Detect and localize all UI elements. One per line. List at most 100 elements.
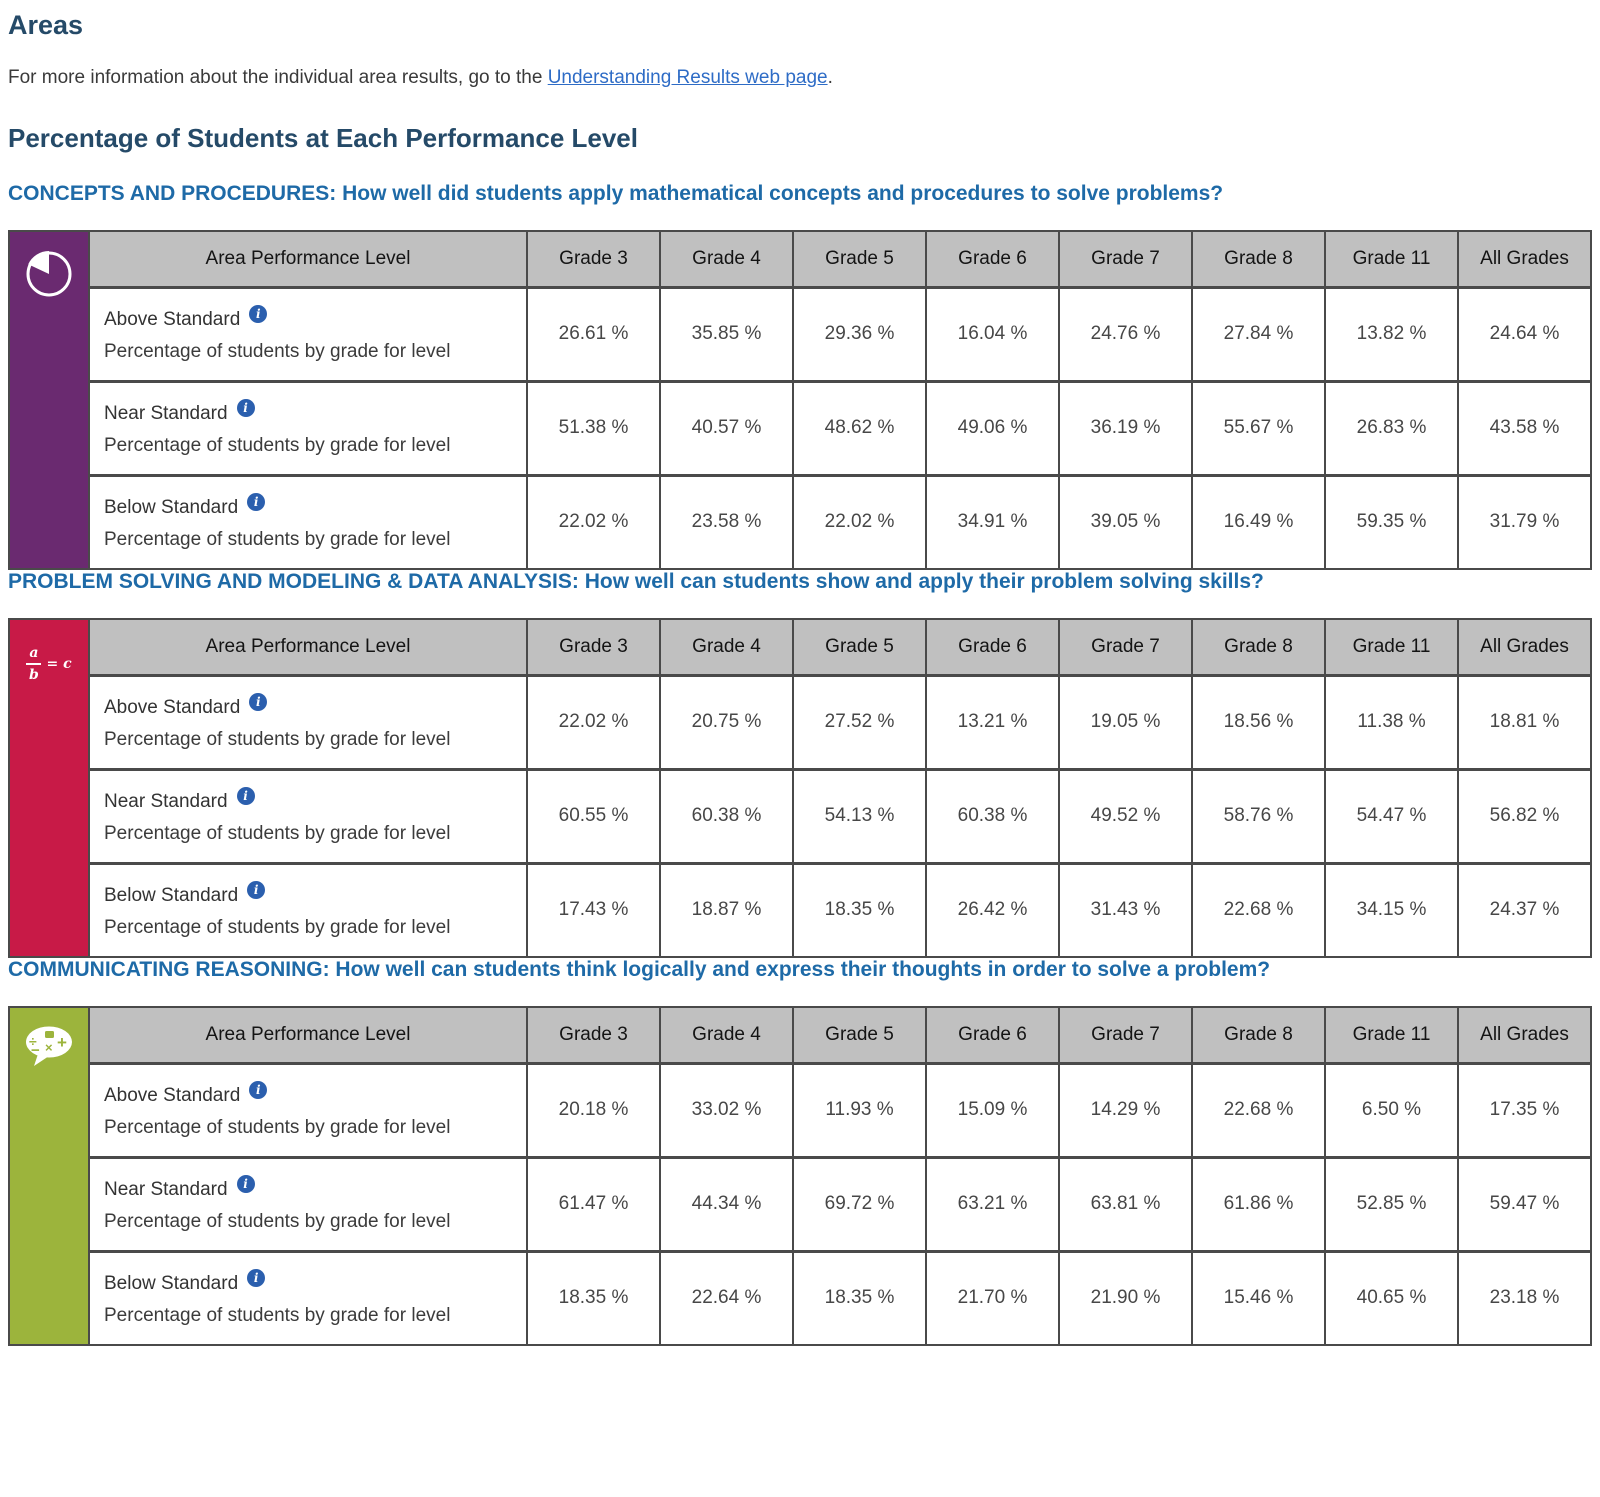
level-label: Below Standard <box>104 885 239 907</box>
column-header-grade-7: Grade 7 <box>1058 618 1193 677</box>
table-row-problem-solving-above-standard: Above Standard i Percentage of students by… <box>9 673 1592 770</box>
value-cell-problem-solving-below-standard-grade-6: 26.42 % <box>925 861 1060 958</box>
value-cell-communicating-below-standard-grade-6: 21.70 % <box>925 1249 1060 1346</box>
value-cell-problem-solving-below-standard-grade-11: 34.15 % <box>1324 861 1459 958</box>
level-label-line: Near Standard i <box>104 399 518 425</box>
value-cell-communicating-near-standard-all-grades: 59.47 % <box>1457 1155 1592 1252</box>
value-cell-concepts-below-standard-grade-7: 39.05 % <box>1058 473 1193 570</box>
value-cell-problem-solving-above-standard-grade-3: 22.02 % <box>526 673 661 770</box>
info-icon[interactable]: i <box>247 493 266 512</box>
column-header-all-grades: All Grades <box>1457 1006 1592 1065</box>
value-cell-problem-solving-above-standard-grade-4: 20.75 % <box>659 673 794 770</box>
table-row-concepts-above-standard: Above Standard i Percentage of students by… <box>9 285 1592 382</box>
level-label-cell: Above Standard i Percentage of students by… <box>88 285 528 382</box>
level-label-cell: Above Standard i Percentage of students by… <box>88 1061 528 1158</box>
value-cell-problem-solving-below-standard-all-grades: 24.37 % <box>1457 861 1592 958</box>
value-cell-concepts-near-standard-grade-7: 36.19 % <box>1058 379 1193 476</box>
info-icon[interactable]: i <box>236 399 255 417</box>
level-label-line: Below Standard i <box>104 881 518 907</box>
column-header-grade-11: Grade 11 <box>1324 618 1459 677</box>
area-section-concepts: CONCEPTS AND PROCEDURES: How well did st… <box>8 182 1592 570</box>
column-header-grade-6: Grade 6 <box>925 230 1060 289</box>
header-row: Area Performance Level Grade 3 Grade 4 Grad… <box>8 230 1592 570</box>
column-header-level: Area Performance Level <box>88 618 528 677</box>
value-cell-communicating-above-standard-grade-11: 6.50 % <box>1324 1061 1459 1158</box>
column-header-level: Area Performance Level <box>88 230 528 289</box>
performance-table-problem-solving: a b = c Area Performance Level Grade 3 Grade … <box>8 618 1592 958</box>
column-header-all-grades: All Grades <box>1457 618 1592 677</box>
value-cell-concepts-near-standard-grade-3: 51.38 % <box>526 379 661 476</box>
level-label-line: Above Standard i <box>104 305 518 331</box>
info-icon[interactable]: i <box>236 1175 255 1193</box>
level-label: Above Standard <box>104 1085 241 1106</box>
value-cell-concepts-above-standard-grade-5: 29.36 % <box>792 285 927 382</box>
value-cell-problem-solving-below-standard-grade-5: 18.35 % <box>792 861 927 958</box>
info-icon[interactable]: i <box>236 787 255 805</box>
value-cell-communicating-near-standard-grade-4: 44.34 % <box>659 1155 794 1252</box>
column-header-grade-8: Grade 8 <box>1191 618 1326 677</box>
area-section-communicating: COMMUNICATING REASONING: How well can st… <box>8 958 1592 1346</box>
table-row-communicating-above-standard: Above Standard i Percentage of students by… <box>9 1061 1592 1158</box>
value-cell-problem-solving-above-standard-grade-5: 27.52 % <box>792 673 927 770</box>
value-cell-concepts-near-standard-grade-5: 48.62 % <box>792 379 927 476</box>
value-cell-concepts-near-standard-grade-4: 40.57 % <box>659 379 794 476</box>
level-label-line: Below Standard i <box>104 1269 518 1295</box>
performance-level-heading: Percentage of Students at Each Performan… <box>8 123 638 153</box>
value-cell-communicating-above-standard-all-grades: 17.35 % <box>1457 1061 1592 1158</box>
level-sublabel: Percentage of students by grade for leve… <box>104 917 451 939</box>
level-label-cell: Above Standard i Percentage of students by… <box>88 673 528 770</box>
level-label-line: Near Standard i <box>104 787 518 813</box>
column-header-grade-11: Grade 11 <box>1324 230 1459 289</box>
value-cell-concepts-below-standard-grade-6: 34.91 % <box>925 473 1060 570</box>
table-row-concepts-near-standard: Near Standard i Percentage of students by … <box>9 379 1592 476</box>
area-heading-communicating: COMMUNICATING REASONING: How well can st… <box>8 958 1271 981</box>
column-header-grade-5: Grade 5 <box>792 230 927 289</box>
column-header-grade-4: Grade 4 <box>659 1006 794 1065</box>
level-label-cell: Below Standard i Percentage of students by… <box>88 1249 528 1346</box>
level-label-line: Near Standard i <box>104 1175 518 1201</box>
performance-table-communicating: ÷ − × + Area Performance Level Grade 3 Grade 4… <box>8 1006 1592 1346</box>
value-cell-problem-solving-below-standard-grade-4: 18.87 % <box>659 861 794 958</box>
minus-symbol: − <box>31 1042 40 1059</box>
value-cell-concepts-near-standard-grade-11: 26.83 % <box>1324 379 1459 476</box>
info-icon[interactable]: i <box>249 1081 268 1099</box>
area-heading-problem-solving: PROBLEM SOLVING AND MODELING & DATA ANAL… <box>8 570 1264 593</box>
value-cell-communicating-near-standard-grade-8: 61.86 % <box>1191 1155 1326 1252</box>
fraction-numerator: a <box>26 646 42 665</box>
value-cell-concepts-above-standard-grade-3: 26.61 % <box>526 285 661 382</box>
value-cell-problem-solving-above-standard-all-grades: 18.81 % <box>1457 673 1592 770</box>
table-row-problem-solving-near-standard: Near Standard i Percentage of students by … <box>9 767 1592 864</box>
math-speech-bubble-icon: ÷− × + <box>26 1026 72 1066</box>
sidebar-color-bar-concepts <box>8 230 90 570</box>
column-header-grade-4: Grade 4 <box>659 230 794 289</box>
column-header-grade-5: Grade 5 <box>792 618 927 677</box>
value-cell-problem-solving-near-standard-all-grades: 56.82 % <box>1457 767 1592 864</box>
understanding-results-link[interactable]: Understanding Results web page <box>547 67 828 88</box>
area-section-problem-solving: PROBLEM SOLVING AND MODELING & DATA ANAL… <box>8 570 1592 958</box>
score-report-page: Areas For more information about the ind… <box>8 10 1592 1346</box>
level-sublabel: Percentage of students by grade for leve… <box>104 1211 451 1232</box>
value-cell-communicating-near-standard-grade-5: 69.72 % <box>792 1155 927 1252</box>
info-icon[interactable]: i <box>247 881 266 900</box>
info-icon[interactable]: i <box>247 1269 266 1288</box>
value-cell-communicating-below-standard-grade-7: 21.90 % <box>1058 1249 1193 1346</box>
column-header-grade-8: Grade 8 <box>1191 230 1326 289</box>
value-cell-communicating-near-standard-grade-11: 52.85 % <box>1324 1155 1459 1252</box>
value-cell-problem-solving-above-standard-grade-8: 18.56 % <box>1191 673 1326 770</box>
value-cell-concepts-below-standard-grade-11: 59.35 % <box>1324 473 1459 570</box>
table-row-problem-solving-below-standard: Below Standard i Percentage of students by… <box>9 861 1592 958</box>
level-label: Above Standard <box>104 309 241 330</box>
column-header-grade-6: Grade 6 <box>925 618 1060 677</box>
fraction-denominator: b <box>29 667 39 683</box>
value-cell-communicating-above-standard-grade-4: 33.02 % <box>659 1061 794 1158</box>
info-icon[interactable]: i <box>249 305 268 323</box>
value-cell-concepts-below-standard-grade-3: 22.02 % <box>526 473 661 570</box>
level-sublabel: Percentage of students by grade for leve… <box>104 529 451 551</box>
plus-symbol: + <box>57 1033 67 1052</box>
value-cell-communicating-above-standard-grade-8: 22.68 % <box>1191 1061 1326 1158</box>
value-cell-communicating-below-standard-grade-8: 15.46 % <box>1191 1249 1326 1346</box>
value-cell-communicating-above-standard-grade-6: 15.09 % <box>925 1061 1060 1158</box>
value-cell-problem-solving-near-standard-grade-11: 54.47 % <box>1324 767 1459 864</box>
info-icon[interactable]: i <box>249 693 268 711</box>
sidebar-color-bar-communicating: ÷ − × + <box>8 1006 90 1346</box>
